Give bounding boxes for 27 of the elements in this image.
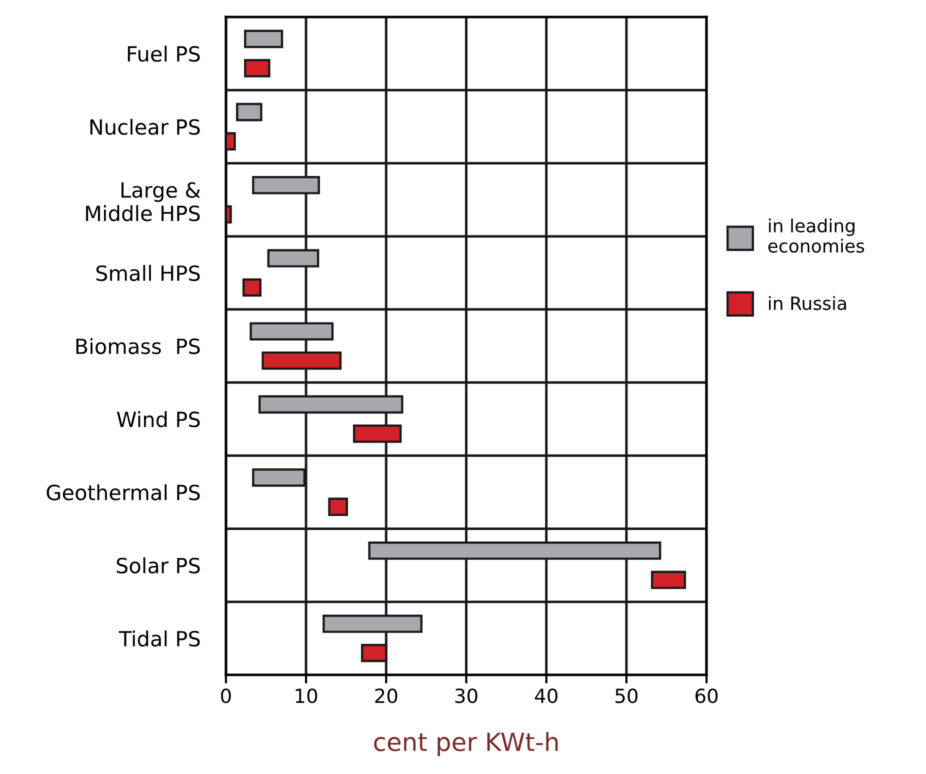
x-tick-label: 60 <box>696 688 718 704</box>
y-tick-label: Biomass PS <box>76 338 200 354</box>
x-tick-label: 30 <box>455 688 478 704</box>
bar <box>226 132 236 150</box>
bar <box>226 205 232 224</box>
y-tick-label: Fuel PS <box>128 46 200 62</box>
x-tick-label: 20 <box>375 688 398 704</box>
y-tick-label: Solar PS <box>116 557 200 574</box>
bar <box>236 102 262 122</box>
bar <box>328 498 348 516</box>
bar <box>242 278 262 297</box>
y-tick-label: Large & Middle HPS <box>86 182 200 222</box>
y-tick-label: Wind PS <box>116 411 200 428</box>
x-tick-label: 40 <box>534 688 558 704</box>
x-axis-title: cent per KWt-h <box>374 732 558 756</box>
y-tick-label: Tidal PS <box>118 630 200 647</box>
bar <box>244 59 270 78</box>
bar <box>244 30 284 48</box>
y-tick-label: Small HPS <box>96 264 200 282</box>
x-tick-label: 0 <box>221 688 231 704</box>
bar <box>650 570 686 590</box>
y-tick-label: Nuclear PS <box>90 118 200 135</box>
legend-label: in leading economies <box>768 218 864 253</box>
x-tick-label: 50 <box>616 688 638 704</box>
x-tick-label: 10 <box>296 688 318 704</box>
y-tick-label: Geothermal PS <box>46 484 200 500</box>
legend-label: in Russia <box>769 296 846 310</box>
